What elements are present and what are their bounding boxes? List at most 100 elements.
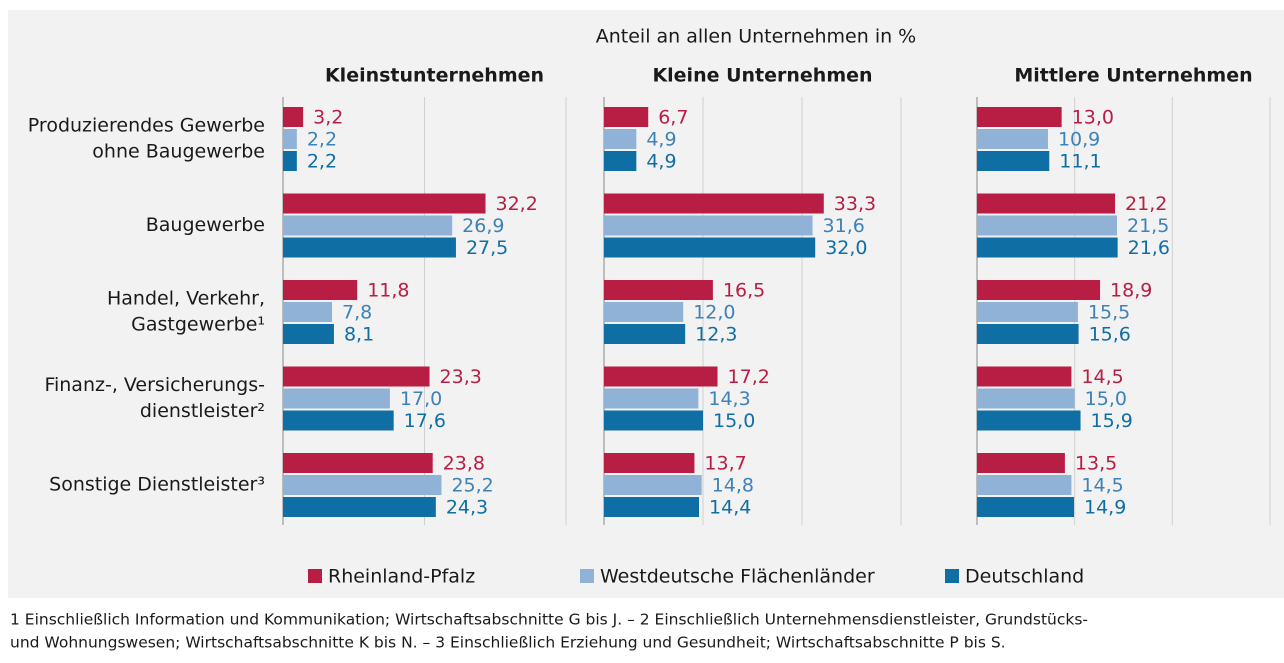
value-label: 14,9 <box>1084 497 1126 519</box>
value-label: 12,0 <box>693 302 735 324</box>
value-label: 15,9 <box>1091 410 1133 432</box>
bar <box>283 302 333 322</box>
panel-title: Mittlere Unternehmen <box>1014 65 1252 87</box>
category-label: Gastgewerbe¹ <box>131 314 265 336</box>
bar <box>604 497 700 517</box>
value-label: 21,5 <box>1127 215 1169 237</box>
legend-swatch <box>945 569 959 583</box>
bar <box>977 129 1048 149</box>
value-label: 7,8 <box>342 302 372 324</box>
value-label: 13,7 <box>704 453 746 475</box>
legend-label: Deutschland <box>965 566 1084 588</box>
value-label: 14,5 <box>1081 366 1123 388</box>
value-label: 3,2 <box>313 107 343 129</box>
value-label: 16,5 <box>723 280 765 302</box>
legend-label: Rheinland-Pfalz <box>328 566 475 588</box>
bar <box>283 366 430 387</box>
bar <box>977 151 1050 171</box>
value-label: 14,8 <box>712 475 754 497</box>
value-label: 15,6 <box>1089 324 1131 346</box>
bar <box>604 302 684 322</box>
bar <box>977 280 1101 300</box>
bar <box>283 237 456 258</box>
value-label: 12,3 <box>695 324 737 346</box>
value-label: 11,1 <box>1059 151 1101 173</box>
value-label: 8,1 <box>344 324 374 346</box>
value-label: 4,9 <box>646 129 676 151</box>
bar <box>283 193 486 214</box>
bar <box>604 193 824 214</box>
bar <box>283 280 358 300</box>
value-label: 33,3 <box>834 193 876 215</box>
value-label: 32,2 <box>496 193 538 215</box>
category-label: Sonstige Dienstleister³ <box>49 474 265 496</box>
bar <box>283 107 304 127</box>
category-label: Handel, Verkehr, <box>107 288 265 310</box>
bar <box>977 302 1078 322</box>
bar <box>604 107 649 127</box>
value-label: 2,2 <box>307 151 337 173</box>
value-label: 15,0 <box>713 410 755 432</box>
value-label: 32,0 <box>825 237 867 259</box>
bar <box>604 215 813 236</box>
bar <box>977 193 1116 214</box>
bar <box>977 475 1072 495</box>
legend-swatch <box>580 569 594 583</box>
category-label: Baugewerbe <box>146 214 265 236</box>
value-label: 18,9 <box>1110 280 1152 302</box>
chart-title: Anteil an allen Unternehmen in % <box>596 26 917 48</box>
value-label: 2,2 <box>307 129 337 151</box>
bar <box>604 237 816 258</box>
bar <box>604 151 637 171</box>
value-label: 6,7 <box>658 107 688 129</box>
bar <box>283 129 297 149</box>
bar <box>977 324 1079 344</box>
category-label: ohne Baugewerbe <box>92 141 265 163</box>
value-label: 17,0 <box>400 388 442 410</box>
value-label: 17,2 <box>728 366 770 388</box>
value-label: 26,9 <box>462 215 504 237</box>
legend-label: Westdeutsche Flächenländer <box>600 566 875 588</box>
bar <box>977 497 1075 517</box>
footnote: 1 Einschließlich Information und Kommuni… <box>10 611 1088 629</box>
bar <box>283 497 436 517</box>
bar <box>977 453 1065 473</box>
panel-title: Kleinstunternehmen <box>325 65 544 87</box>
value-label: 13,0 <box>1072 107 1114 129</box>
bar <box>977 388 1075 409</box>
bar <box>977 215 1117 236</box>
value-label: 21,2 <box>1125 193 1167 215</box>
bar <box>283 388 390 409</box>
value-label: 11,8 <box>367 280 409 302</box>
bar <box>977 410 1081 431</box>
value-label: 25,2 <box>451 475 493 497</box>
bar <box>604 388 699 409</box>
panel-title: Kleine Unternehmen <box>652 65 872 87</box>
bar <box>604 129 637 149</box>
value-label: 27,5 <box>466 237 508 259</box>
category-label: dienstleister² <box>140 400 265 422</box>
bar <box>283 475 442 495</box>
bar <box>604 453 695 473</box>
value-label: 21,6 <box>1128 237 1170 259</box>
bar <box>283 410 394 431</box>
bar <box>604 410 703 431</box>
bar <box>283 453 433 473</box>
value-label: 31,6 <box>823 215 865 237</box>
value-label: 10,9 <box>1058 129 1100 151</box>
legend-swatch <box>308 569 322 583</box>
value-label: 14,4 <box>709 497 751 519</box>
value-label: 4,9 <box>646 151 676 173</box>
value-label: 15,0 <box>1085 388 1127 410</box>
bar <box>977 366 1072 387</box>
value-label: 24,3 <box>446 497 488 519</box>
value-label: 14,5 <box>1081 475 1123 497</box>
value-label: 14,3 <box>708 388 750 410</box>
bar <box>604 475 702 495</box>
bar <box>977 107 1062 127</box>
bar <box>977 237 1118 258</box>
bar <box>283 215 453 236</box>
value-label: 13,5 <box>1075 453 1117 475</box>
bar <box>283 324 334 344</box>
